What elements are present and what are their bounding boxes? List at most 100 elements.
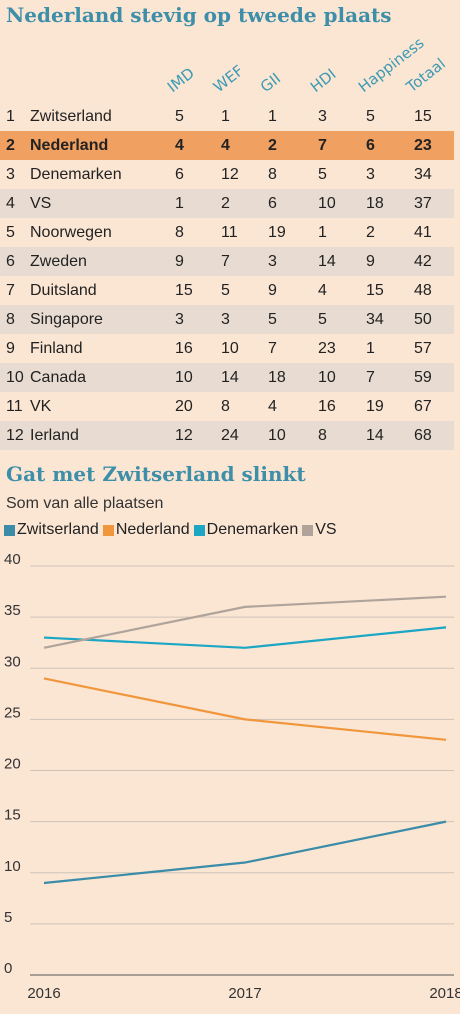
y-tick-label: 10: [4, 858, 21, 875]
legend-swatch: [102, 524, 114, 536]
value-cell: 5: [318, 311, 327, 328]
country-cell: Nederland: [30, 137, 109, 154]
table-row: 6 Zweden 9 7 3 14 9 42: [0, 247, 454, 276]
table-row: 9 Finland 16 10 7 23 1 57: [0, 334, 454, 363]
rank-cell: 4: [6, 195, 15, 212]
legend-item: Nederland: [102, 521, 190, 539]
value-cell: 23: [414, 137, 432, 154]
table-title: Nederland stevig op tweede plaats: [6, 3, 392, 27]
value-cell: 14: [318, 253, 336, 270]
value-cell: 4: [175, 137, 184, 154]
legend-label: Denemarken: [206, 521, 299, 538]
value-cell: 15: [175, 282, 193, 299]
table-row: 5 Noorwegen 8 11 19 1 2 41: [0, 218, 454, 247]
series-line: [43, 677, 447, 741]
value-cell: 5: [175, 108, 184, 125]
value-cell: 12: [175, 427, 193, 444]
value-cell: 8: [318, 427, 327, 444]
chart-legend: Zwitserland Nederland Denemarken VS: [4, 521, 341, 539]
series-line: [43, 820, 447, 885]
value-cell: 68: [414, 427, 432, 444]
y-tick-label: 20: [4, 756, 21, 773]
country-cell: Ierland: [30, 427, 79, 444]
value-cell: 57: [414, 340, 432, 357]
value-cell: 19: [366, 398, 384, 415]
value-cell: 67: [414, 398, 432, 415]
rank-cell: 3: [6, 166, 15, 183]
value-cell: 14: [366, 427, 384, 444]
value-cell: 8: [221, 398, 230, 415]
y-tick-label: 15: [4, 807, 21, 824]
rank-cell: 6: [6, 253, 15, 270]
value-cell: 11: [221, 224, 238, 241]
legend-swatch: [4, 524, 15, 536]
rank-cell: 12: [6, 427, 24, 444]
table-row: 12 Ierland 12 24 10 8 14 68: [0, 421, 454, 450]
value-cell: 10: [221, 340, 239, 357]
y-tick-label: 0: [4, 960, 12, 977]
value-cell: 3: [318, 108, 327, 125]
country-cell: Singapore: [30, 311, 103, 328]
value-cell: 1: [268, 108, 277, 125]
rank-cell: 8: [6, 311, 15, 328]
value-cell: 3: [175, 311, 184, 328]
value-cell: 50: [414, 311, 432, 328]
chart-subtitle: Som van alle plaatsen: [6, 495, 164, 512]
value-cell: 20: [175, 398, 193, 415]
legend-swatch: [193, 524, 205, 536]
x-tick-label: 2018: [429, 985, 460, 1002]
value-cell: 16: [318, 398, 336, 415]
value-cell: 37: [414, 195, 432, 212]
value-cell: 4: [221, 137, 230, 154]
y-tick-label: 40: [4, 551, 21, 568]
value-cell: 9: [366, 253, 375, 270]
table-row: 7 Duitsland 15 5 9 4 15 48: [0, 276, 454, 305]
value-cell: 7: [268, 340, 277, 357]
value-cell: 8: [268, 166, 277, 183]
value-cell: 10: [318, 195, 336, 212]
value-cell: 3: [268, 253, 277, 270]
value-cell: 10: [175, 369, 193, 386]
rank-cell: 1: [6, 108, 15, 125]
country-cell: VS: [30, 195, 52, 212]
x-tick-label: 2017: [228, 985, 261, 1002]
value-cell: 59: [414, 369, 432, 386]
value-cell: 16: [175, 340, 193, 357]
value-cell: 5: [268, 311, 277, 328]
value-cell: 6: [268, 195, 277, 212]
value-cell: 15: [366, 282, 384, 299]
country-cell: Zwitserland: [30, 108, 112, 125]
value-cell: 14: [221, 369, 239, 386]
y-tick-label: 30: [4, 653, 21, 670]
rank-cell: 10: [6, 369, 24, 386]
value-cell: 6: [175, 166, 184, 183]
value-cell: 7: [366, 369, 375, 386]
rank-cell: 11: [6, 398, 23, 415]
rank-cell: 9: [6, 340, 15, 357]
series-line: [43, 595, 447, 649]
country-cell: Canada: [30, 369, 87, 386]
y-tick-label: 25: [4, 704, 21, 721]
value-cell: 41: [414, 224, 432, 241]
value-cell: 1: [318, 224, 327, 241]
value-cell: 2: [268, 137, 277, 154]
table-row: 3 Denemarken 6 12 8 5 3 34: [0, 160, 454, 189]
table-row: 2 Nederland 4 4 2 7 6 23: [0, 131, 454, 160]
y-tick-label: 5: [4, 909, 12, 926]
table-row: 1 Zwitserland 5 1 1 3 5 15: [0, 102, 454, 131]
value-cell: 24: [221, 427, 239, 444]
series-line: [43, 626, 447, 649]
table-row: 11 VK 20 8 4 16 19 67: [0, 392, 454, 421]
value-cell: 2: [221, 195, 230, 212]
value-cell: 6: [366, 137, 375, 154]
legend-swatch: [302, 524, 314, 536]
legend-label: Nederland: [115, 521, 190, 538]
value-cell: 1: [175, 195, 184, 212]
value-cell: 9: [175, 253, 184, 270]
value-cell: 18: [366, 195, 384, 212]
value-cell: 12: [221, 166, 239, 183]
value-cell: 42: [414, 253, 432, 270]
value-cell: 5: [318, 166, 327, 183]
legend-item: VS: [302, 521, 337, 539]
